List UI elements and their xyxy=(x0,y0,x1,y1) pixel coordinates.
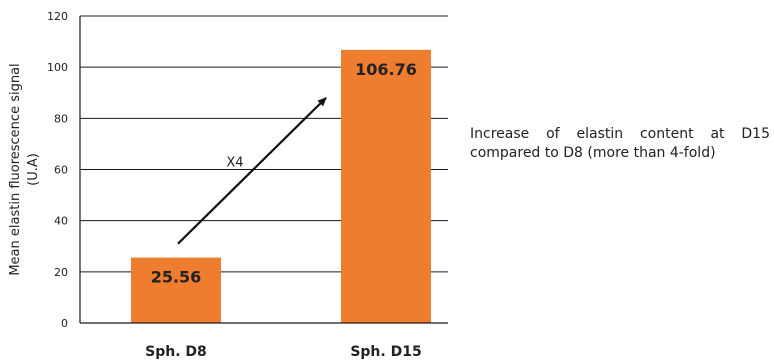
arrow-label: X4 xyxy=(226,156,243,171)
y-tick-label: 0 xyxy=(61,317,68,330)
x-category-label: Sph. D15 xyxy=(350,344,421,360)
y-axis-title: (U.A) xyxy=(26,153,41,186)
y-tick-label: 60 xyxy=(54,164,68,177)
arrow-line xyxy=(177,97,327,245)
bars xyxy=(131,49,431,323)
y-axis-title: Mean elastin fluorescence signal xyxy=(8,63,23,275)
chart-labels: 0 20 40 60 80 100 120 25.56 106.76 Sph. D8 Sph. D1… xyxy=(8,10,422,360)
bar-value-label: 106.76 xyxy=(355,60,417,79)
bar xyxy=(341,49,431,323)
x-category-label: Sph. D8 xyxy=(145,344,207,360)
bar-value-label: 25.56 xyxy=(151,268,202,287)
y-tick-label: 120 xyxy=(47,10,68,23)
y-tick-label: 100 xyxy=(47,61,68,74)
y-tick-label: 80 xyxy=(54,112,68,125)
chart-annotation: Increase of elastin content at D15 compa… xyxy=(470,126,770,161)
y-tick-label: 20 xyxy=(54,266,68,279)
bar xyxy=(131,257,221,323)
increase-arrow: X4 xyxy=(177,97,327,245)
axes xyxy=(79,16,448,324)
y-tick-label: 40 xyxy=(54,215,68,228)
